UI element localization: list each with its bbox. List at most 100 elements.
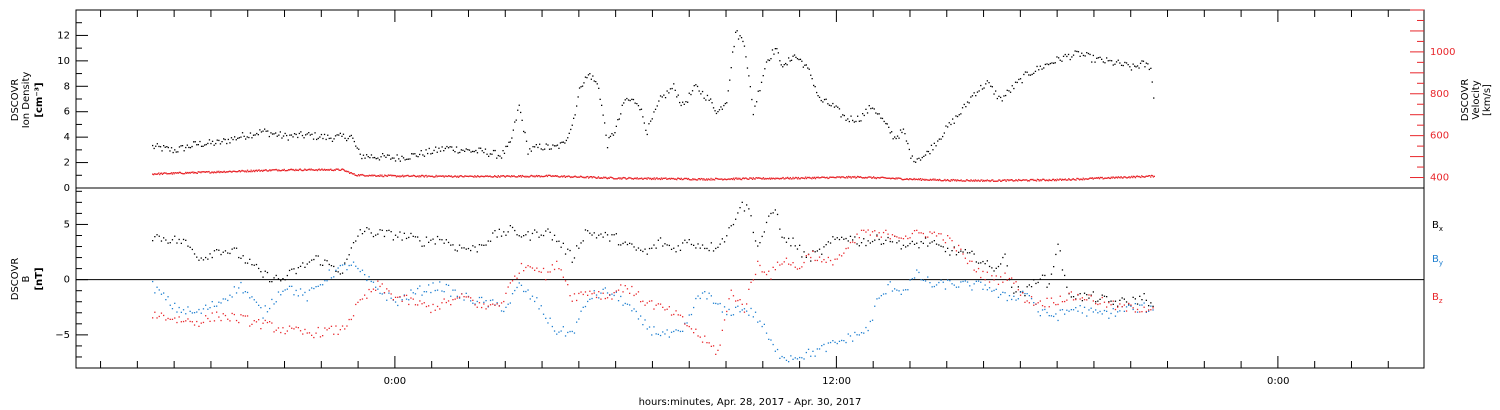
b-by-point [880,295,882,297]
b-bz-point [315,332,317,334]
velocity-point [844,177,846,179]
b-bz-point [529,266,531,268]
density-point [245,138,247,140]
b-bz-point [737,299,739,302]
density-point [189,147,192,149]
velocity-point [337,168,339,170]
velocity-point [842,176,844,178]
b-by-point [425,291,428,293]
b-bx-point [244,262,246,264]
velocity-point [208,170,210,173]
density-point [1036,65,1038,68]
velocity-point [1068,178,1070,180]
b-bz-point [629,292,631,294]
b-bx-point [854,236,856,238]
b-bx-point [233,247,235,249]
velocity-point [725,179,727,181]
velocity-point [498,176,500,178]
density-point [254,134,256,136]
b-by-point [620,295,622,298]
b-by-point [282,290,284,292]
velocity-point [930,179,932,181]
velocity-point [528,176,531,178]
b-bz-point [878,232,880,234]
velocity-point [979,180,981,182]
b-bx-point [988,265,991,268]
velocity-point [285,170,287,172]
density-point [499,155,501,157]
b-bz-point [728,298,730,300]
density-point [402,157,405,159]
density-point [260,131,263,133]
velocity-point [339,169,341,171]
density-point [208,139,211,141]
b-bz-point [299,330,302,332]
density-point [677,94,679,96]
density-point [827,103,829,105]
velocity-point [196,172,198,174]
density-point [1101,58,1103,60]
density-point [518,104,520,106]
velocity-point [653,177,655,179]
density-point [542,149,544,151]
b-by-point [693,306,695,309]
velocity-point [521,174,523,177]
b-by-point [624,302,626,305]
velocity-point [581,176,583,178]
b-bx-point [454,249,456,251]
density-point [240,136,242,138]
velocity-point [263,169,266,172]
velocity-point [318,168,320,170]
b-bx-point [1083,292,1086,294]
velocity-point [541,175,543,178]
velocity-point [622,177,624,179]
density-point [940,138,942,140]
density-point [193,141,195,143]
b-bx-point [1136,303,1139,305]
top-y2label-line1: DSCOVR [1460,79,1471,122]
density-point [178,146,181,148]
velocity-point [1057,179,1059,181]
velocity-point [1141,175,1143,177]
b-by-point [701,292,704,294]
density-point [863,114,865,117]
b-bz-point [874,230,876,232]
velocity-point [419,175,421,177]
velocity-point [469,175,471,177]
velocity-point [1073,178,1075,181]
b-bz-point [242,315,244,317]
velocity-point [1035,179,1037,182]
density-point [1076,50,1078,53]
velocity-point [689,179,691,181]
density-point [180,145,182,147]
velocity-point [547,174,549,176]
b-by-point [1048,315,1050,317]
velocity-point [300,169,302,171]
density-point [419,153,421,156]
velocity-point [1045,179,1048,181]
velocity-point [165,172,167,174]
b-by-point [1095,309,1097,311]
b-bx-point [584,229,587,231]
b-by-point [686,322,688,324]
velocity-point [605,176,607,178]
top-ylabel: DSCOVR Ion Density [cm⁻³] [10,72,45,129]
velocity-point [900,178,903,180]
b-bx-point [905,246,907,248]
velocity-point [696,179,699,181]
b-by-point [666,329,668,331]
velocity-point [628,176,630,179]
velocity-point [975,180,978,182]
density-point [971,95,974,97]
velocity-point [649,178,651,180]
b-bx-point [229,252,231,255]
density-point [367,156,369,158]
velocity-point [492,176,494,178]
velocity-point [493,176,495,178]
b-bz-point [995,275,997,277]
b-bz-point [297,327,299,329]
velocity-point [507,175,509,177]
b-bz-point [706,342,708,344]
density-point [1046,63,1048,65]
b-bz-point [1044,306,1046,308]
